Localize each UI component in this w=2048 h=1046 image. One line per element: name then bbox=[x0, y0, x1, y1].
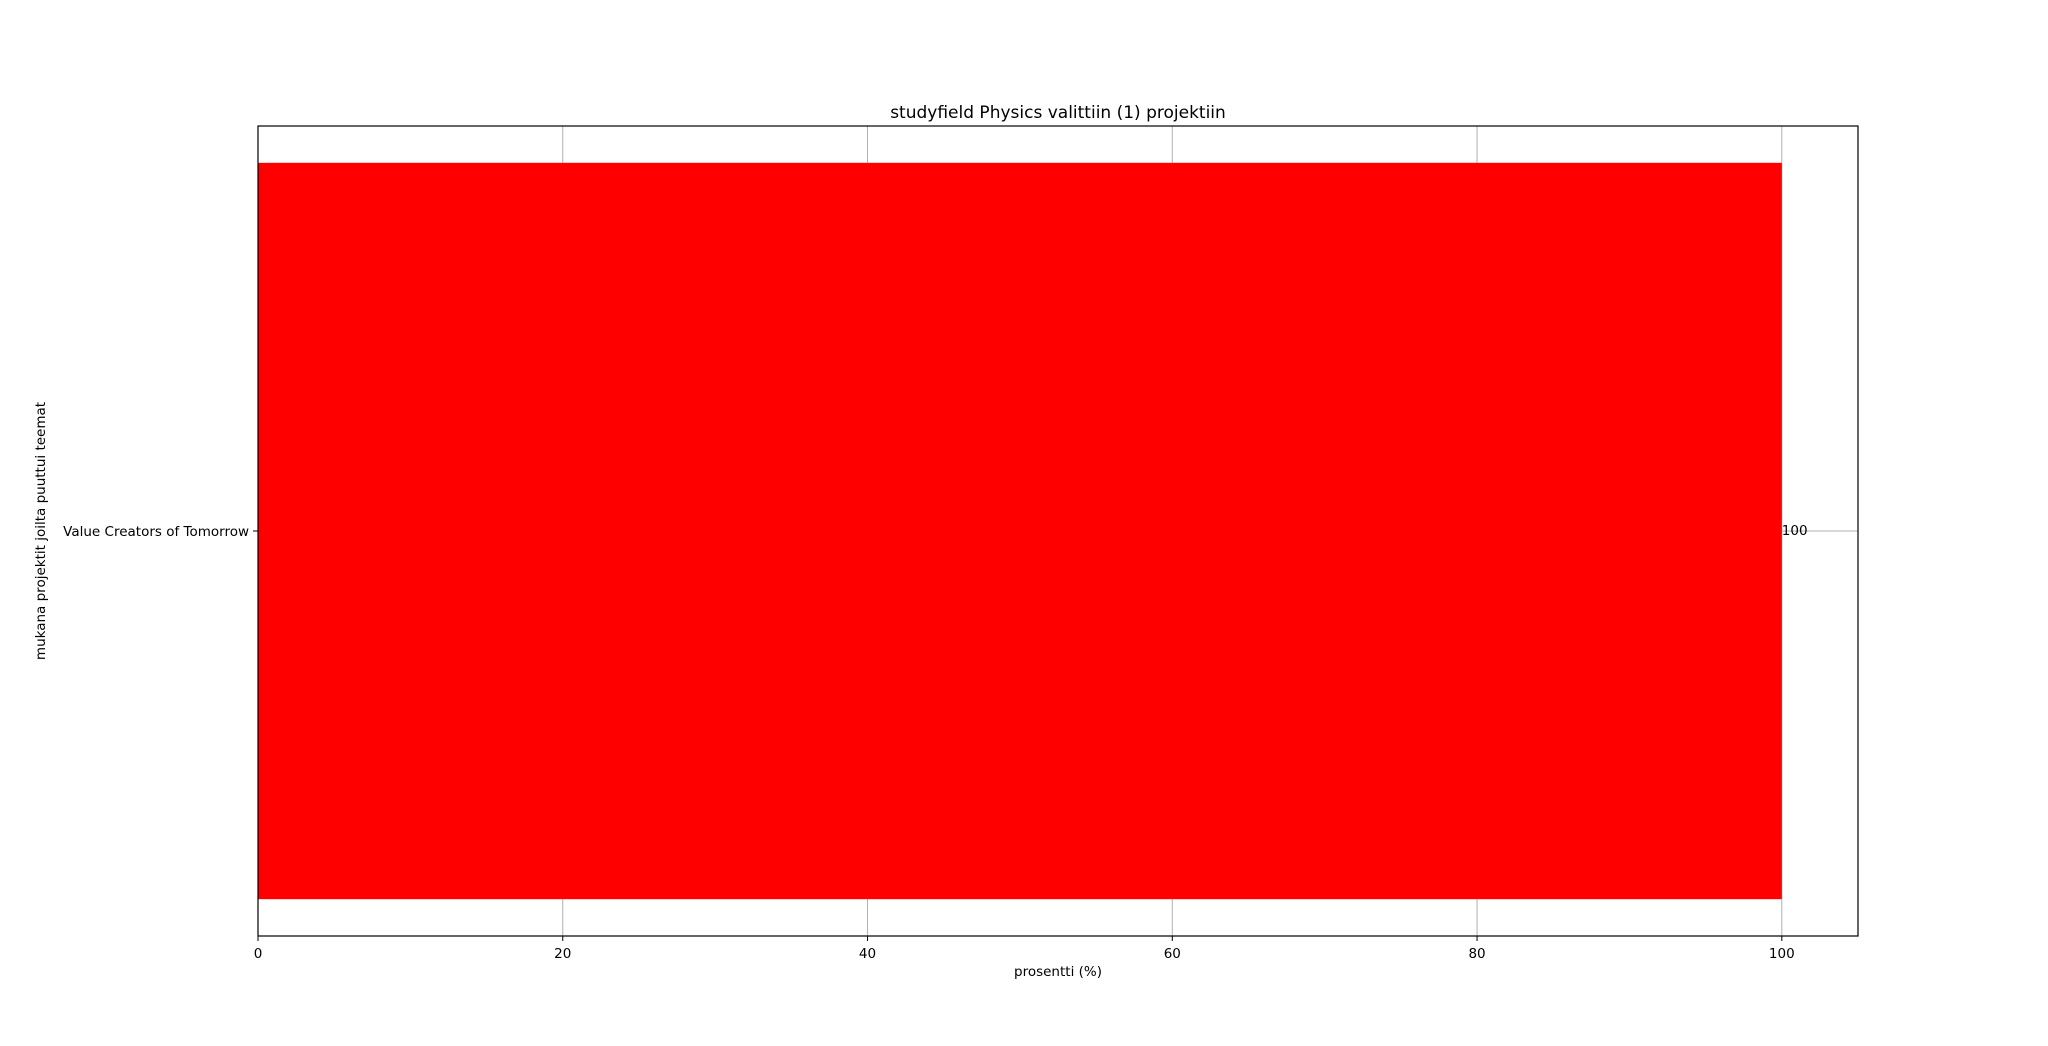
x-tick-label: 100 bbox=[1769, 946, 1795, 962]
x-tick-label: 60 bbox=[1164, 946, 1181, 962]
axis-ticks: 0 20 40 60 80 100 Value Creators of Tomorrow bbox=[63, 524, 1795, 962]
x-tick-label: 80 bbox=[1468, 946, 1485, 962]
data-labels: 100 bbox=[1782, 523, 1808, 539]
x-axis-label: prosentti (%) bbox=[1014, 964, 1102, 980]
x-tick-label: 40 bbox=[859, 946, 876, 962]
x-tick-label: 0 bbox=[254, 946, 263, 962]
chart-title: studyfield Physics valittiin (1) projekt… bbox=[890, 103, 1226, 123]
bar bbox=[258, 162, 1782, 900]
x-tick-label: 20 bbox=[554, 946, 571, 962]
bars bbox=[258, 162, 1782, 900]
y-axis-label: mukana projektit joilta puuttui teemat bbox=[33, 402, 49, 660]
y-tick-label: Value Creators of Tomorrow bbox=[63, 524, 249, 540]
bar-value-label: 100 bbox=[1782, 523, 1808, 539]
